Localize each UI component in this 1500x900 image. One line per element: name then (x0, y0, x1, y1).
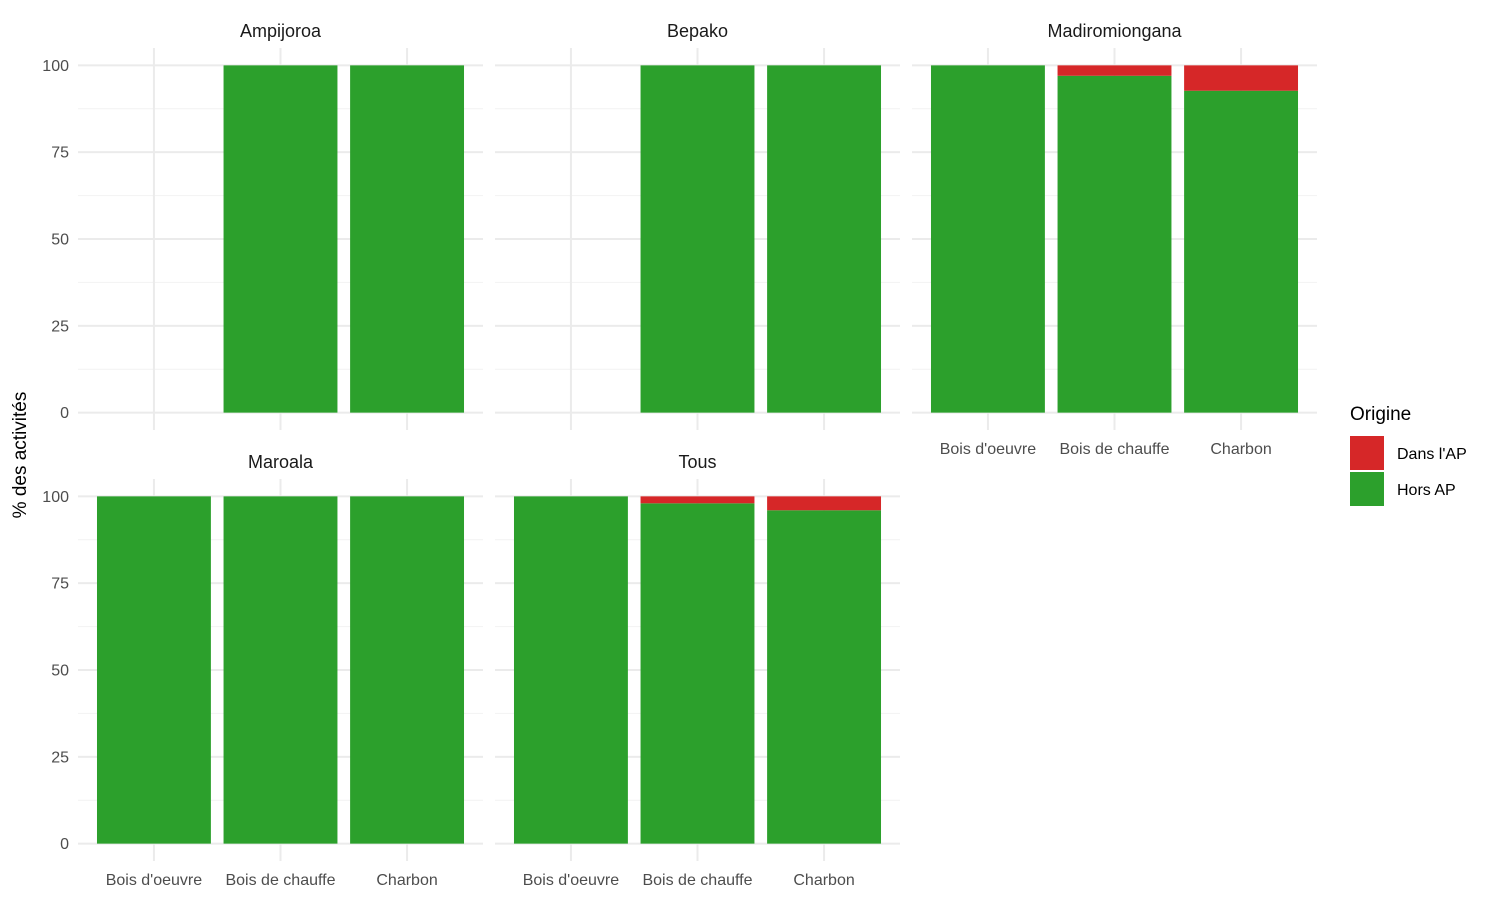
bar-madiromiongana-charbon-hors-ap (1184, 90, 1299, 413)
x-tick-label: Charbon (1210, 441, 1271, 458)
facet-madiromiongana: Madiromiongana Bois d'oeuvre Bois de chauf… (912, 21, 1317, 458)
bar-tous-bois-de-chauffe-dans-l-ap (640, 496, 755, 504)
legend-label: Hors AP (1397, 482, 1456, 499)
facet-title: Madiromiongana (1047, 21, 1182, 41)
bar-maroala-bois-d-oeuvre-hors-ap (96, 496, 211, 844)
bar-madiromiongana-bois-de-chauffe-dans-l-ap (1057, 65, 1172, 76)
facet-title: Maroala (248, 452, 314, 472)
bar-bepako-bois-de-chauffe-hors-ap (640, 65, 755, 413)
y-tick-label: 25 (51, 749, 69, 766)
legend-label: Dans l'AP (1397, 446, 1467, 463)
legend-key-dans-l-ap (1350, 436, 1384, 470)
y-tick-label: 0 (60, 836, 69, 853)
y-axis-label: % des activités (10, 392, 31, 519)
x-tick-label: Bois d'oeuvre (106, 872, 203, 889)
bar-madiromiongana-bois-d-oeuvre-hors-ap (930, 65, 1045, 413)
y-tick-label: 0 (60, 405, 69, 422)
x-tick-label: Bois de chauffe (642, 872, 752, 889)
bar-ampijoroa-charbon-hors-ap (350, 65, 465, 413)
bar-madiromiongana-bois-de-chauffe-hors-ap (1057, 75, 1172, 413)
bar-tous-charbon-hors-ap (767, 510, 882, 844)
legend-title: Origine (1350, 404, 1411, 425)
bar-tous-bois-d-oeuvre-hors-ap (513, 496, 628, 844)
bar-ampijoroa-bois-de-chauffe-hors-ap (223, 65, 338, 413)
facet-title: Bepako (667, 21, 728, 41)
facet-title: Ampijoroa (240, 21, 322, 41)
facet-maroala: Maroala 0 25 50 75 100 Bois d'oeuvre Bois de ch… (42, 452, 483, 889)
y-tick-label: 75 (51, 576, 69, 593)
y-tick-label: 50 (51, 663, 69, 680)
y-tick-label: 100 (42, 58, 69, 75)
x-tick-label: Bois d'oeuvre (940, 441, 1037, 458)
y-tick-label: 25 (51, 318, 69, 335)
facet-tous: Tous Bois d'oeuvre Bois de chauffe Charbon (495, 452, 900, 889)
facet-title: Tous (678, 452, 716, 472)
facet-bepako: Bepako (495, 21, 900, 430)
legend: Origine Dans l'AP Hors AP (1350, 404, 1467, 506)
bar-maroala-charbon-hors-ap (350, 496, 465, 844)
x-tick-label: Charbon (793, 872, 854, 889)
x-tick-label: Bois de chauffe (1059, 441, 1169, 458)
y-tick-label: 50 (51, 232, 69, 249)
bar-madiromiongana-charbon-dans-l-ap (1184, 65, 1299, 91)
y-tick-label: 100 (42, 489, 69, 506)
bar-tous-charbon-dans-l-ap (767, 496, 882, 511)
legend-key-hors-ap (1350, 472, 1384, 506)
y-tick-label: 75 (51, 145, 69, 162)
bar-tous-bois-de-chauffe-hors-ap (640, 503, 755, 844)
bar-bepako-charbon-hors-ap (767, 65, 882, 413)
x-tick-label: Charbon (376, 872, 437, 889)
x-tick-label: Bois d'oeuvre (523, 872, 620, 889)
bar-maroala-bois-de-chauffe-hors-ap (223, 496, 338, 844)
x-tick-label: Bois de chauffe (225, 872, 335, 889)
facet-ampijoroa: Ampijoroa 0 25 50 75 100 (42, 21, 483, 430)
